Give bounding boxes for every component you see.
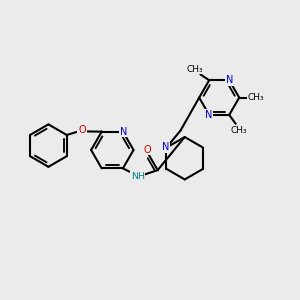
Text: CH₃: CH₃: [248, 93, 265, 102]
Text: O: O: [78, 125, 86, 135]
Text: N: N: [205, 110, 212, 120]
Text: N: N: [120, 127, 127, 136]
Text: N: N: [226, 75, 233, 85]
Text: CH₃: CH₃: [231, 126, 247, 135]
Text: N: N: [161, 142, 169, 152]
Text: O: O: [143, 145, 151, 154]
Text: NH: NH: [130, 172, 145, 181]
Text: CH₃: CH₃: [187, 64, 203, 74]
